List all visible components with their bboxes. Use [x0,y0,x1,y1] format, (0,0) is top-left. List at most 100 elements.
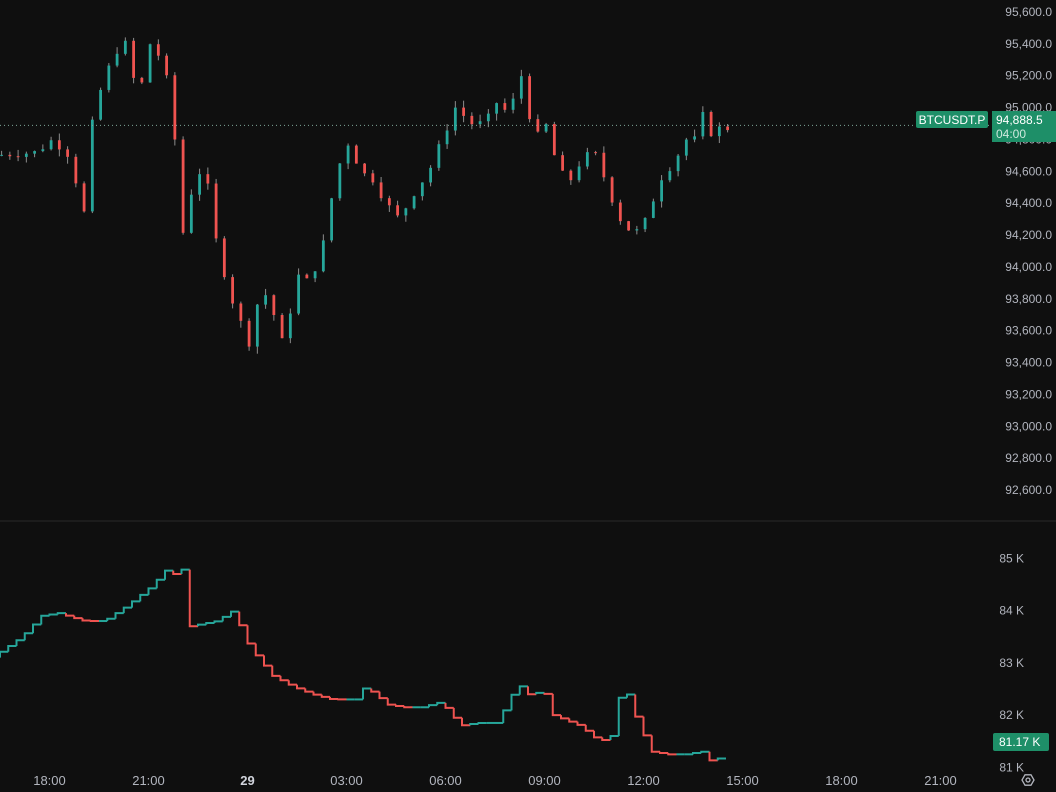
time-tick-label: 18:00 [825,773,858,788]
volume-segment [634,694,644,718]
candle-body [486,113,490,122]
price-tag[interactable]: 94,888.5 04:00 [992,111,1056,142]
volume-pane[interactable] [0,568,726,762]
candle-body [610,177,614,203]
volume-segment [271,665,281,677]
time-tick-label: 21:00 [132,773,165,788]
time-axis[interactable]: 18:00 21:00 29 03:00 06:00 09:00 12:00 15:00 18:… [33,773,957,788]
volume-segment [180,568,190,574]
candle-body [363,163,366,174]
candle-body [726,126,729,131]
volume-segment [436,701,446,706]
candle-body [214,183,218,239]
volume-segment [700,750,710,754]
candle-body [420,182,424,197]
candle-body [528,76,531,120]
price-tick-label: 93,400.0 [1005,356,1052,370]
volume-segment [155,578,165,589]
price-tag-countdown: 04:00 [996,127,1026,141]
volume-segment [362,687,372,700]
candle-body [330,198,333,241]
candle-body [57,140,61,150]
volume-segment [0,650,9,658]
price-tick-label: 95,200.0 [1005,69,1052,83]
volume-segment [469,723,479,726]
volume-segment [527,686,537,696]
candle-body [635,229,639,231]
volume-segment [238,611,248,627]
candle-body [379,182,383,199]
candle-body [651,201,655,218]
candle-body [16,156,20,158]
volume-segment [386,698,396,706]
gear-icon-center [1025,777,1031,783]
candle-body [222,238,226,278]
volume-segment [139,593,149,602]
candle-body [693,136,696,140]
volume-segment [518,685,528,695]
volume-segment [477,721,487,724]
volume-segment [213,620,223,623]
volume-segment [320,694,330,698]
time-tick-label: 09:00 [528,773,561,788]
candle-body [255,304,259,347]
settings-button[interactable] [1019,771,1037,789]
symbol-tag[interactable]: BTCUSDT.P [916,111,988,128]
candle-body [453,107,457,131]
volume-segment [7,644,17,652]
candle-body [231,277,234,304]
candle-body [594,152,597,154]
volume-segment [329,696,339,700]
volume-tag[interactable]: 81.17 K [993,733,1049,751]
volume-segment [221,615,231,622]
candle-body [305,274,309,279]
volume-segment [279,675,289,682]
candle-body [206,174,210,184]
volume-segment [659,751,669,755]
symbol-tag-bg [916,111,988,128]
volume-segment [593,730,603,739]
candle-body [140,77,144,83]
volume-segment [543,692,553,695]
volume-segment [73,615,83,620]
volume-segment [452,707,462,719]
candle-body [132,40,135,78]
candle-body [198,174,201,195]
candle-body [676,155,680,172]
volume-tick-label: 82 K [999,708,1024,722]
time-tick-label: 15:00 [726,773,759,788]
price-tick-label: 94,600.0 [1005,164,1052,178]
candle-body [701,112,705,137]
candle-body [280,315,284,339]
price-tick-label: 95,600.0 [1005,5,1052,19]
candle-body [470,115,474,125]
volume-tick-label: 83 K [999,656,1024,670]
volume-segment [205,621,215,625]
candle-body [462,107,465,116]
time-tick-label: 29 [240,773,254,788]
volume-segment [510,693,520,711]
candle-body [354,145,358,164]
candle-body [346,145,350,164]
price-tick-label: 94,400.0 [1005,196,1052,210]
candle-body [569,170,573,181]
volume-segment [304,688,314,693]
candle-body [544,124,548,132]
price-tag-value: 94,888.5 [996,113,1043,127]
volume-segment [378,691,388,700]
candle-body [503,103,507,110]
candle-body [107,65,111,90]
volume-axis[interactable]: 85 K 84 K 83 K 82 K 81 K [999,551,1024,774]
price-tick-label: 93,800.0 [1005,292,1052,306]
volume-segment [551,693,561,717]
candle-body [684,139,688,156]
volume-segment [23,632,33,641]
volume-tick-label: 85 K [999,551,1024,565]
volume-segment [626,693,636,698]
price-pane[interactable] [0,37,729,354]
volume-tick-label: 81 K [999,760,1024,774]
volume-segment [502,709,512,723]
candle-body [41,149,45,152]
